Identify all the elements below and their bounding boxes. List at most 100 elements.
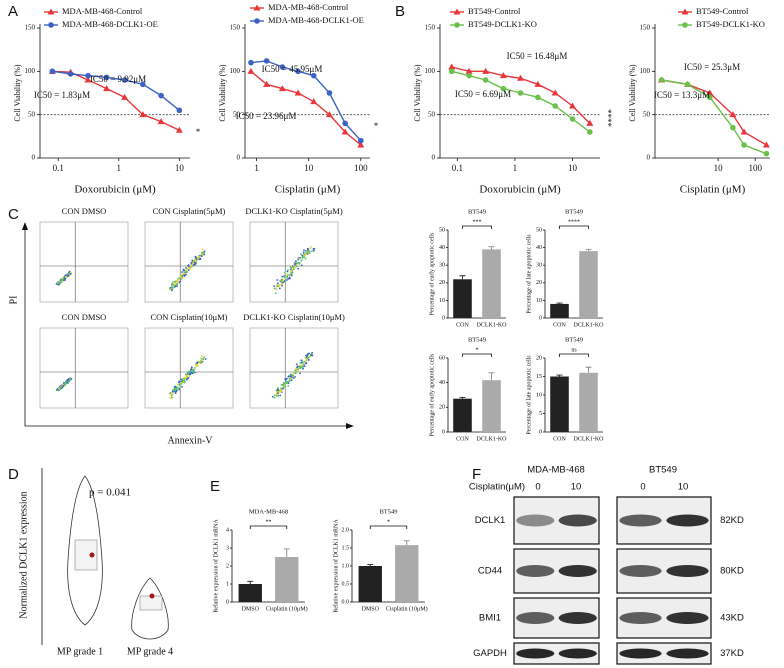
flow-dot <box>313 249 315 252</box>
y-tick-label: 2 <box>226 563 229 569</box>
flow-dot <box>290 267 293 270</box>
y-tick-label: 0 <box>237 154 241 162</box>
flow-dot <box>172 388 175 391</box>
series-line <box>52 70 180 131</box>
y-tick-label: 0 <box>539 315 542 321</box>
flow-dot <box>287 382 290 385</box>
flow-axes <box>24 226 350 427</box>
flow-dot <box>187 264 190 267</box>
bar <box>395 545 419 602</box>
chart-title: BT549 <box>468 336 486 343</box>
flow-dot <box>170 392 173 394</box>
flow-dot <box>180 381 183 384</box>
dose-label: 10 <box>571 482 582 493</box>
error-bar <box>585 248 592 252</box>
circle-marker <box>103 74 110 81</box>
flow-dot <box>275 288 278 291</box>
flow-dot <box>204 358 207 360</box>
error-bar <box>367 564 374 566</box>
flow-dot <box>170 396 173 399</box>
bar <box>579 251 598 318</box>
flow-dot <box>288 274 291 277</box>
y-tick-label: 100 <box>425 67 436 75</box>
significance-bracket <box>559 353 589 357</box>
y-tick-label: 2.0 <box>342 527 350 533</box>
flow-dot <box>199 258 202 260</box>
dose-label: 10 <box>678 482 689 493</box>
x-tick-label: 10 <box>175 163 185 173</box>
flow-dot <box>280 390 283 393</box>
flow-dot <box>275 393 278 396</box>
x-tick-label: 100 <box>354 163 368 173</box>
flow-dot <box>68 379 71 382</box>
flow-dot <box>276 282 279 285</box>
y-axis-label: Percentage of early apoptotic cells <box>428 232 435 315</box>
flow-dot <box>69 273 72 275</box>
flow-dot <box>296 365 299 368</box>
y-tick-label: 5 <box>539 411 542 417</box>
flow-dot <box>286 269 289 272</box>
triangle-marker <box>294 89 302 96</box>
flow-dot <box>284 280 287 283</box>
flow-dot <box>295 262 297 265</box>
flow-dot <box>185 269 188 271</box>
mean-dot <box>149 593 155 599</box>
y-tick-label: 0.5 <box>342 581 350 587</box>
y-axis-label: Percentage of late apoptotic cells <box>525 234 532 314</box>
flow-dot <box>65 276 68 278</box>
x-tick-label: CON <box>456 322 469 328</box>
blot-band <box>666 514 709 527</box>
flow-dot <box>303 254 306 257</box>
flow-dot <box>194 261 197 264</box>
flow-dot <box>277 389 279 392</box>
panel-label: B <box>395 3 405 20</box>
size-label: 43KD <box>720 613 744 624</box>
y-axis-label: Cell Viability (%) <box>628 64 637 121</box>
triangle-marker <box>253 4 261 11</box>
protein-label: CD44 <box>478 566 502 577</box>
flow-dot <box>171 285 174 287</box>
y-tick-label: 150 <box>425 24 436 32</box>
flow-dot <box>282 281 285 284</box>
flow-dot <box>281 278 283 281</box>
legend-label: MDA-MB-468-DCLK1-OE <box>268 15 364 25</box>
flow-dot <box>174 283 177 286</box>
triangle-marker <box>465 67 473 74</box>
flow-dot <box>276 279 279 281</box>
flow-dot <box>290 379 293 382</box>
flow-dot <box>181 379 184 382</box>
triangle-marker <box>310 98 318 105</box>
flow-dot <box>69 271 72 274</box>
y-tick-label: 40 <box>439 380 445 386</box>
bar <box>550 303 569 318</box>
chart-title: BT549 <box>379 508 397 515</box>
flow-dot <box>294 369 297 372</box>
flow-dot <box>303 249 305 251</box>
flow-dot <box>298 257 301 260</box>
circle-marker <box>448 68 455 75</box>
blot-band <box>516 565 555 577</box>
x-axis-label: Doxorubicin (μM) <box>479 184 561 196</box>
flow-dot <box>292 264 295 267</box>
group-label: MDA-MB-468 <box>527 465 585 476</box>
flow-dot <box>187 370 190 373</box>
flow-dot <box>181 385 183 388</box>
significance: ns <box>571 347 577 353</box>
flow-dot <box>176 386 179 389</box>
y-tick-label: 4 <box>226 527 229 533</box>
annotation: **** <box>603 109 613 128</box>
flow-dot <box>302 363 305 366</box>
triangle-marker <box>569 102 577 109</box>
flow-dot <box>183 377 186 379</box>
y-tick-label: 50 <box>643 110 651 118</box>
flow-dot <box>286 276 289 279</box>
flow-dot <box>308 251 311 254</box>
flow-dot <box>178 281 181 284</box>
bar <box>453 279 472 318</box>
x-tick-label: Cisplatin (10μM) <box>266 605 308 612</box>
flow-dot <box>175 280 178 283</box>
flow-dot <box>176 285 178 288</box>
triangle-marker <box>762 141 770 148</box>
y-tick-label: 1.0 <box>342 563 350 569</box>
